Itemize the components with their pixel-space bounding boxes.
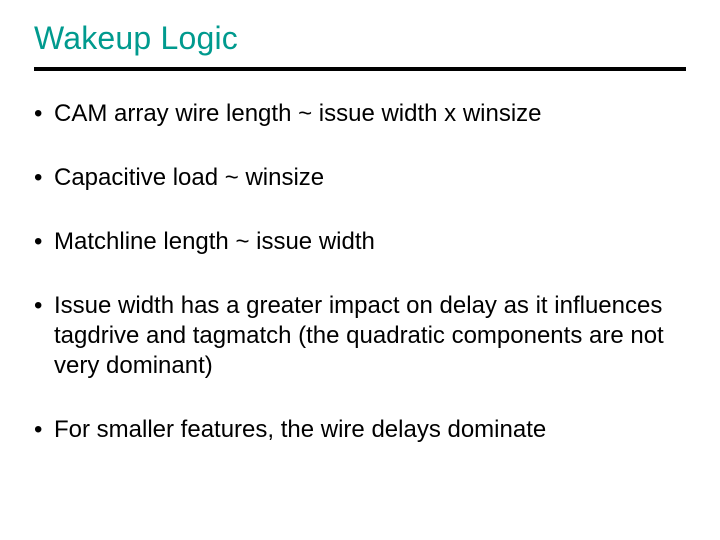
list-item: CAM array wire length ~ issue width x wi… (34, 99, 686, 129)
title-underline (34, 67, 686, 71)
bullet-text: Capacitive load ~ winsize (54, 164, 324, 191)
list-item: For smaller features, the wire delays do… (34, 415, 686, 445)
slide-title: Wakeup Logic (34, 20, 686, 57)
bullet-list: CAM array wire length ~ issue width x wi… (34, 99, 686, 445)
list-item: Matchline length ~ issue width (34, 227, 686, 257)
slide: Wakeup Logic CAM array wire length ~ iss… (0, 0, 720, 540)
bullet-text: For smaller features, the wire delays do… (54, 416, 546, 443)
bullet-text: CAM array wire length ~ issue width x wi… (54, 100, 542, 127)
list-item: Capacitive load ~ winsize (34, 163, 686, 193)
bullet-text: Matchline length ~ issue width (54, 228, 375, 255)
bullet-text: Issue width has a greater impact on dela… (54, 292, 664, 379)
list-item: Issue width has a greater impact on dela… (34, 291, 686, 381)
